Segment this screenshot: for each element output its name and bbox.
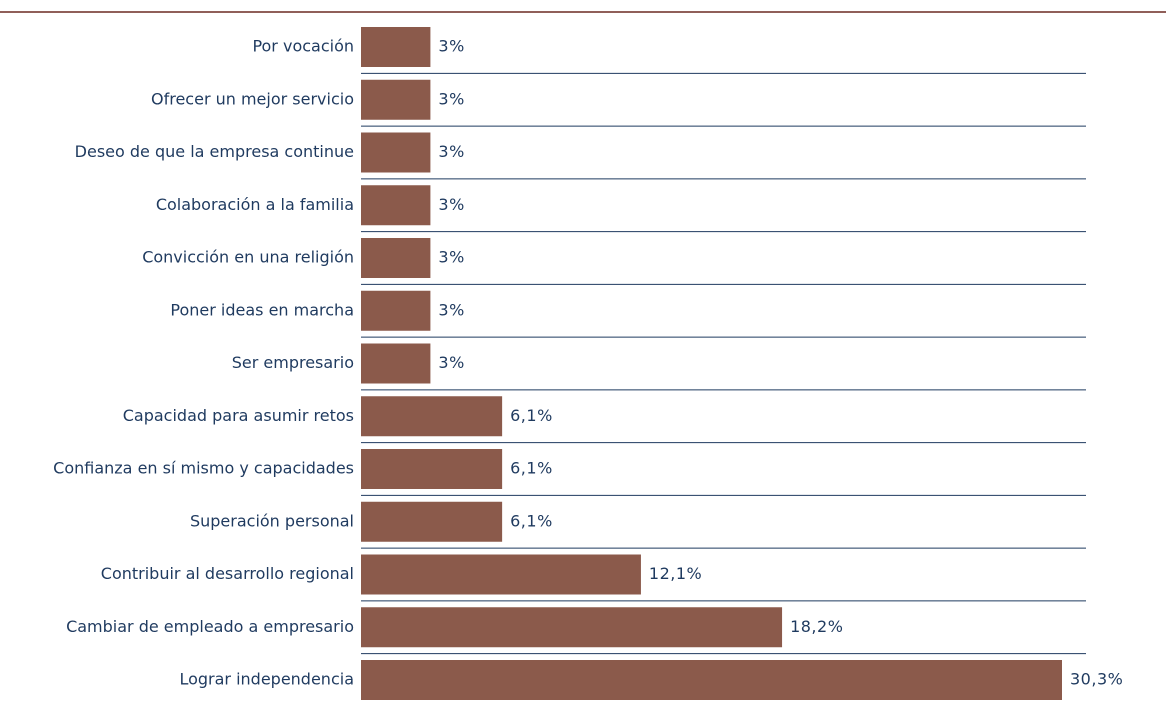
bar: [361, 290, 431, 331]
category-label: Colaboración a la familia: [156, 195, 354, 214]
category-label: Ofrecer un mejor servicio: [151, 89, 354, 108]
bar: [361, 27, 431, 67]
value-label: 3%: [438, 37, 464, 56]
value-label: 3%: [438, 89, 464, 108]
bar: [361, 554, 641, 595]
category-label: Lograr independencia: [179, 670, 354, 689]
category-labels: Por vocación Ofrecer un mejor servicio Des…: [53, 37, 354, 689]
bar: [361, 501, 503, 542]
value-labels: 3% 3% 3% 3% 3% 3% 3% 6,1% 6,1% 6,1% 12,1% 18,2% 30,3…: [438, 37, 1123, 689]
value-label: 3%: [438, 248, 464, 267]
category-label: Ser empresario: [232, 353, 354, 372]
value-label: 6,1%: [510, 459, 553, 478]
category-label: Superación personal: [190, 511, 354, 530]
category-label: Cambiar de empleado a empresario: [66, 617, 354, 636]
value-label: 6,1%: [510, 406, 553, 425]
bars: [361, 27, 1062, 700]
category-label: Deseo de que la empresa continue: [75, 142, 354, 161]
row-dividers: [361, 72, 1086, 655]
category-label: Poner ideas en marcha: [170, 300, 354, 319]
value-label: 3%: [438, 142, 464, 161]
value-label: 12,1%: [649, 564, 702, 583]
value-label: 18,2%: [790, 617, 843, 636]
category-label: Convicción en una religión: [142, 248, 354, 267]
bar: [361, 660, 1062, 700]
bar: [361, 607, 783, 648]
value-label: 3%: [438, 353, 464, 372]
category-label: Confianza en sí mismo y capacidades: [53, 459, 354, 478]
value-label: 3%: [438, 300, 464, 319]
bar: [361, 132, 431, 173]
category-label: Por vocación: [252, 37, 354, 56]
value-label: 3%: [438, 195, 464, 214]
category-label: Capacidad para asumir retos: [123, 406, 354, 425]
bar: [361, 449, 503, 489]
bar: [361, 185, 431, 226]
value-label: 6,1%: [510, 511, 553, 530]
bar: [361, 79, 431, 120]
bar: [361, 396, 503, 437]
category-label: Contribuir al desarrollo regional: [101, 564, 354, 583]
bar: [361, 343, 431, 384]
bar: [361, 238, 431, 278]
value-label: 30,3%: [1070, 670, 1123, 689]
